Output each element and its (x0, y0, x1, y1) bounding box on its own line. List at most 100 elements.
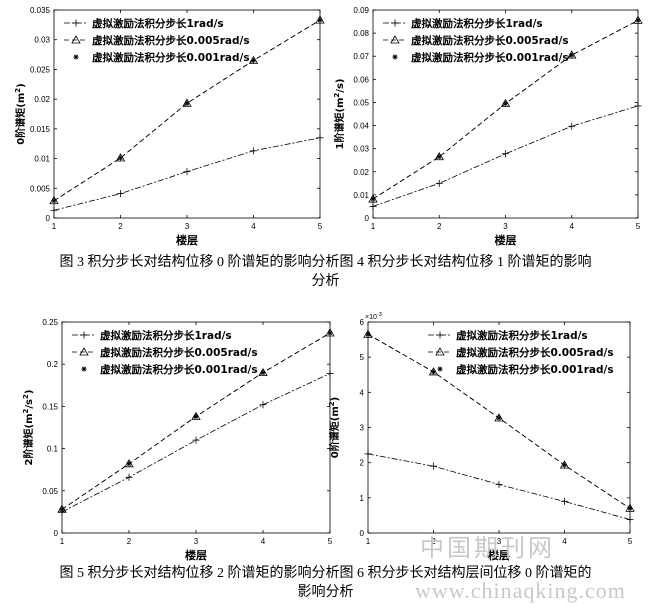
plot-2-series-1-line (372, 105, 639, 207)
plot-4-series-2-point-tri (559, 460, 570, 469)
plot-4-exponent-sup: -3 (377, 312, 382, 318)
plot-1-series-1-point (183, 168, 191, 176)
plot-1-ytick-label: 0.005 (30, 184, 51, 193)
plot-3-series-2-point-tri (57, 504, 67, 513)
plot-4-series-3-point-ray3 (496, 415, 502, 421)
plot-4-series-3-point-ray3 (627, 506, 633, 511)
plot-2-xtick-label: 2 (437, 222, 442, 231)
plot-4-ylabel-part2: ) (330, 397, 341, 402)
plot-1-series-2-point-tri (115, 153, 126, 162)
plot-1-ytick-label: 0.01 (34, 155, 50, 164)
plot-2-ylabel-part1: 2 (333, 93, 341, 98)
plot-3-legend-marker-3 (81, 366, 87, 372)
plot-2-ytick-label: 0 (365, 214, 370, 223)
plot-4-xtick-label: 4 (562, 537, 567, 546)
plot-1-legend-marker-2 (71, 35, 81, 44)
plot-2-series-3-line (372, 20, 639, 200)
plot-1-series-1-point (117, 190, 124, 198)
caption-row2-line1: 图 5 积分步长对结构位移 2 阶谱矩的影响分析图 6 积分步长对结构层间位移 … (59, 566, 592, 581)
plot-4-legend-marker-3 (437, 366, 443, 372)
plot-1-series-3-point (184, 100, 190, 106)
plot-4-xtick-label: 1 (366, 537, 371, 546)
plot-2-legend-marker-2 (390, 35, 400, 44)
plot-1-series-2-point (315, 15, 325, 24)
plot-2-series-3-point-ray3 (437, 154, 442, 159)
plot-4-series-1-point (495, 480, 503, 488)
plot-1-series-3-line (53, 19, 321, 202)
plot-1-legend-label-1: 虚拟激励法积分步长1rad/s (92, 17, 224, 30)
plot-2-xtick-label: 4 (570, 222, 575, 231)
plot-2-series-3-point (370, 196, 376, 202)
plot-1-xtick-label: 1 (52, 222, 57, 231)
plot-3-series-2-point-tri (124, 458, 134, 468)
plot-3-series-3-point-ray3 (126, 461, 132, 466)
plot-4-legend-label-2: 虚拟激励法积分步长0.005rad/s (456, 346, 614, 359)
plot-4-ytick-label: 5 (360, 353, 365, 362)
plot-3-legend-marker-2 (79, 347, 89, 356)
plot-4-ylabel-part1: 2 (328, 401, 336, 406)
plot-4-ylabel: 0阶谱矩(m2) (328, 397, 341, 458)
plot-1-xtick-label: 3 (185, 222, 190, 231)
plot-3-series-3-point (260, 370, 266, 376)
plot-3-ytick-label: 0 (54, 529, 59, 538)
plot-4-series-1-point (364, 450, 372, 458)
plot-3-series-2-point-tri (325, 328, 335, 337)
plot-3-legend-label-2: 虚拟激励法积分步长0.005rad/s (100, 346, 258, 359)
plot-2-series-3-point-ray3 (569, 52, 574, 58)
plot-4-series-1-point (430, 462, 437, 470)
plot-4: 1 2 3 4 50123456×10-3楼层0阶谱矩(m2)虚拟激励法积分步长1rad… (328, 312, 635, 562)
plot-4-ytick-label: 4 (360, 388, 365, 397)
plot-3-series-2-point (325, 328, 335, 337)
plot-2-series-3-point (569, 52, 575, 58)
plot-4-series-3-point (496, 415, 502, 421)
caption-row2-line2: 影响分析 (297, 585, 354, 600)
plot-3-ylabel-part0: 2阶谱矩(m (22, 413, 35, 465)
plot-4-legend-marker-2-tri (435, 347, 445, 356)
plot-4-legend-marker-1 (436, 331, 444, 339)
plot-3-ylabel-part4: ) (24, 390, 35, 395)
plot-3-series-3-line (61, 332, 331, 510)
plot-3-series-3-point-ray3 (59, 507, 65, 512)
plot-1-legend-marker-3 (73, 54, 79, 60)
plot-4-xlabel: 楼层 (488, 548, 510, 562)
plot-3-legend-marker-3-ray3 (81, 366, 87, 372)
plot-4-ytick-label: 0 (360, 529, 365, 538)
plot-3-xtick-label: 2 (127, 537, 132, 546)
plot-2-series-3-point (635, 17, 641, 23)
plot-2-xlabel: 楼层 (495, 233, 517, 247)
plot-3-legend-label-1: 虚拟激励法积分步长1rad/s (100, 329, 232, 342)
watermark-cn: 中国期刊网 (420, 536, 555, 562)
plot-4-series-1-point (561, 497, 568, 505)
plot-1-series-3-point-ray3 (118, 155, 123, 161)
plot-1-legend-marker-1 (72, 19, 80, 27)
plot-3-series-2-point-tri (258, 367, 268, 377)
plot-1-ytick-label: 0.03 (34, 36, 50, 45)
plot-4-ytick-label: 3 (360, 424, 365, 433)
plot-3-ylabel: 2阶谱矩(m2/s2) (22, 390, 35, 466)
caption-row1-line1: 图 3 积分步长对结构位移 0 阶谱矩的影响分析图 4 积分步长对结构位移 1 … (59, 255, 592, 270)
plot-4-legend-marker-3-ray3 (437, 366, 443, 372)
plot-2-legend-marker-3-ray3 (392, 54, 398, 60)
plot-3-ylabel-part2: /s (24, 399, 35, 409)
plot-2-legend-marker-3 (392, 54, 398, 60)
plot-2-ylabel-part2: /s) (335, 78, 346, 92)
plot-2-series-1-point (369, 202, 377, 210)
plot-2-series-3-point-ray3 (370, 196, 376, 202)
plot-2-series-3-point-ray3 (635, 18, 641, 23)
plot-3-legend-marker-1 (80, 331, 88, 339)
plot-1-series-1-point (50, 206, 58, 214)
plot-3-series-3-point (126, 461, 132, 467)
plot-2-series-3-point (502, 101, 509, 107)
plot-4-series-2-point (494, 413, 504, 422)
plot-3-series-3-point-ray3 (260, 370, 266, 375)
plot-3-ytick-label: 0.25 (42, 318, 58, 327)
plot-3-ytick-label: 0.15 (42, 402, 58, 411)
plot-1-series-3-point-ray3 (317, 17, 323, 23)
plot-4-series-3-point (430, 369, 437, 375)
plot-1-legend-marker-2-tri (71, 35, 81, 44)
plot-1-ylabel: 0阶谱矩(m2) (14, 83, 27, 144)
plot-4-series-2-point (363, 329, 373, 338)
plot-1-series-1-point (250, 147, 257, 155)
plot-4-legend-label-3: 虚拟激励法积分步长0.001rad/s (456, 363, 614, 376)
plot-4-ylabel-part0: 0阶谱矩(m (328, 406, 341, 458)
